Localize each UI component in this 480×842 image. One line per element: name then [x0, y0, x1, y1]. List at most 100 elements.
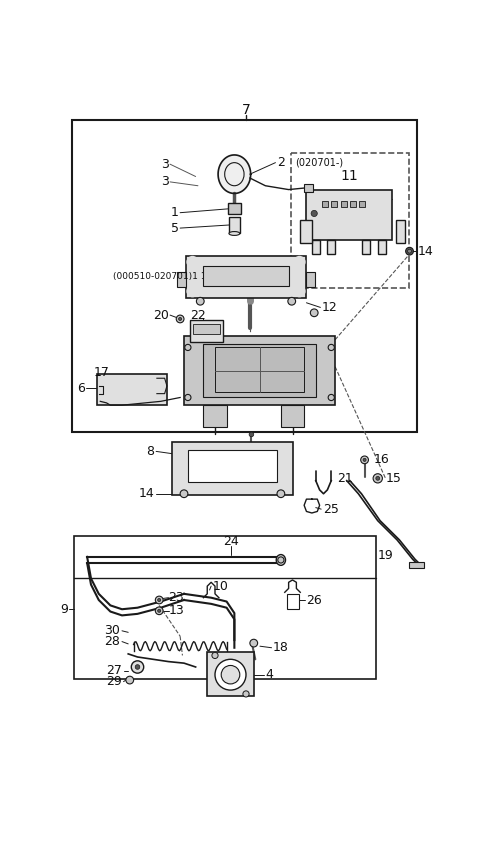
Bar	[204, 405, 227, 427]
Circle shape	[156, 607, 163, 615]
Text: 22: 22	[190, 309, 206, 322]
Text: 18: 18	[273, 642, 289, 654]
Bar	[378, 240, 385, 253]
Circle shape	[156, 596, 163, 604]
Ellipse shape	[229, 232, 240, 236]
Text: 12: 12	[322, 301, 338, 314]
Text: P: P	[235, 272, 239, 277]
Text: 7: 7	[241, 104, 251, 117]
Text: 11: 11	[340, 169, 358, 184]
Bar	[204, 266, 288, 285]
Text: 14: 14	[418, 245, 434, 258]
Bar	[300, 221, 312, 243]
Text: P: P	[267, 272, 271, 277]
Bar	[287, 594, 299, 610]
Text: (000510-020701)1 1: (000510-020701)1 1	[113, 272, 206, 281]
Circle shape	[373, 474, 383, 483]
Bar	[340, 201, 347, 207]
Bar	[409, 562, 424, 568]
Text: 13: 13	[168, 605, 184, 617]
Circle shape	[186, 256, 199, 268]
Text: 25: 25	[324, 503, 339, 515]
Circle shape	[196, 297, 204, 305]
Text: 24: 24	[223, 535, 239, 548]
Text: P: P	[257, 272, 260, 277]
Text: 26: 26	[306, 594, 322, 606]
Circle shape	[249, 432, 254, 437]
Text: P: P	[224, 272, 228, 277]
Circle shape	[360, 456, 369, 464]
Circle shape	[376, 477, 380, 480]
Bar	[291, 153, 409, 288]
Circle shape	[186, 285, 199, 297]
Circle shape	[221, 665, 240, 684]
Bar	[306, 189, 392, 240]
Text: P: P	[246, 272, 250, 277]
Text: 10: 10	[213, 579, 228, 593]
Text: 20: 20	[153, 309, 168, 322]
Text: 9: 9	[60, 603, 68, 616]
Circle shape	[185, 344, 191, 350]
Text: 19: 19	[377, 549, 393, 562]
Bar	[396, 221, 405, 243]
Circle shape	[328, 394, 335, 401]
Bar	[188, 450, 277, 482]
Circle shape	[293, 285, 306, 297]
Polygon shape	[218, 155, 251, 194]
Circle shape	[311, 309, 318, 317]
Text: 23: 23	[168, 591, 184, 605]
Ellipse shape	[276, 555, 286, 565]
Circle shape	[406, 248, 413, 255]
Bar	[190, 321, 223, 342]
Circle shape	[215, 659, 246, 690]
Circle shape	[328, 344, 335, 350]
Text: 21: 21	[337, 472, 353, 485]
Text: 16: 16	[374, 453, 390, 466]
Circle shape	[293, 256, 306, 268]
Text: 28: 28	[105, 635, 120, 648]
Text: (020701-): (020701-)	[295, 157, 343, 168]
Bar	[304, 184, 313, 192]
Bar	[229, 216, 240, 233]
Bar	[331, 201, 337, 207]
Bar	[184, 336, 335, 405]
Circle shape	[185, 394, 191, 401]
Text: 5: 5	[170, 221, 179, 235]
Text: 15: 15	[385, 472, 401, 485]
Text: 1: 1	[171, 206, 179, 219]
Bar	[281, 405, 304, 427]
Circle shape	[277, 490, 285, 498]
Circle shape	[157, 610, 161, 612]
Bar	[74, 536, 376, 679]
Text: 17: 17	[94, 365, 110, 379]
Text: 3: 3	[161, 175, 168, 189]
Text: 3: 3	[161, 157, 168, 171]
Bar	[186, 256, 306, 298]
Bar	[350, 201, 356, 207]
Circle shape	[311, 210, 317, 216]
Text: 6: 6	[77, 381, 85, 395]
Bar	[215, 348, 304, 392]
Bar	[228, 204, 240, 214]
Circle shape	[126, 676, 133, 684]
Text: 27: 27	[106, 664, 122, 677]
Circle shape	[278, 557, 284, 563]
Bar	[204, 344, 316, 397]
Circle shape	[243, 690, 249, 697]
Circle shape	[180, 490, 188, 498]
Bar	[359, 201, 365, 207]
Circle shape	[212, 653, 218, 658]
Bar	[172, 442, 292, 494]
Text: 8: 8	[146, 445, 155, 458]
Bar	[327, 240, 335, 253]
Circle shape	[132, 661, 144, 673]
Bar	[72, 120, 417, 432]
Bar	[193, 323, 220, 334]
Text: 29: 29	[106, 675, 122, 688]
Bar	[177, 272, 186, 287]
Circle shape	[288, 297, 296, 305]
Text: 30: 30	[105, 624, 120, 637]
Circle shape	[250, 639, 258, 647]
Bar	[306, 272, 315, 287]
Bar	[312, 240, 320, 253]
